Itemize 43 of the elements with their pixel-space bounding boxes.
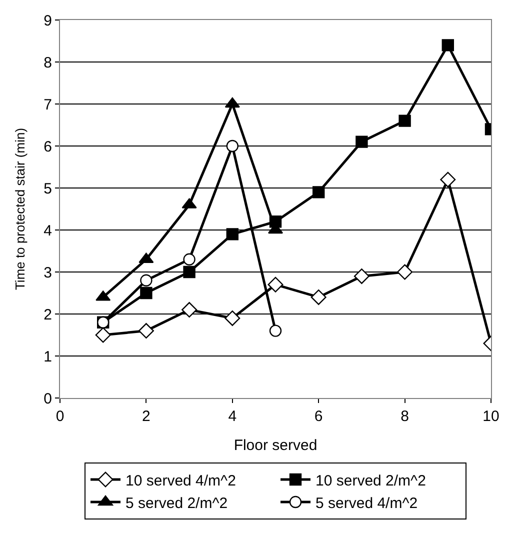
x-tick-label: 8 — [400, 408, 409, 425]
y-axis-title: Time to protected stair (min) — [12, 128, 28, 290]
x-tick-label: 0 — [56, 408, 64, 425]
y-tick-label: 1 — [44, 348, 52, 366]
y-tick-label: 2 — [44, 306, 52, 324]
point — [95, 327, 111, 343]
x-axis-title: Floor served — [234, 437, 318, 454]
point — [310, 289, 326, 305]
x-tick-label: 2 — [142, 408, 150, 425]
y-tick-label: 5 — [44, 180, 52, 198]
point — [183, 253, 196, 266]
y-tick-label: 6 — [44, 138, 52, 156]
x-tick-label: 4 — [228, 408, 237, 425]
y-tick-label: 7 — [44, 96, 52, 114]
point — [140, 286, 152, 300]
point — [397, 264, 413, 280]
x-tick-label: 6 — [314, 408, 323, 425]
point — [226, 228, 238, 240]
y-tick-label: 3 — [44, 264, 52, 282]
legend-label: 5 served 2/m^2 — [126, 494, 228, 512]
point — [183, 266, 196, 278]
point — [356, 136, 368, 148]
point — [268, 276, 284, 292]
legend-label: 10 served 4/m^2 — [126, 472, 236, 490]
point — [224, 310, 240, 326]
point — [182, 302, 198, 318]
point — [224, 97, 240, 108]
y-tick-label: 8 — [44, 54, 52, 72]
legend-label: 10 served 2/m^2 — [316, 472, 426, 490]
point — [440, 172, 456, 188]
y-tick-label: 4 — [44, 222, 52, 240]
point — [312, 186, 325, 198]
point — [442, 39, 454, 52]
y-tick-label: 9 — [44, 12, 52, 30]
point — [226, 140, 238, 152]
point — [269, 324, 282, 337]
y-tick-label: 0 — [44, 390, 52, 408]
x-tick-label: 10 — [482, 408, 500, 425]
point — [354, 268, 370, 284]
legend-label: 5 served 4/m^2 — [316, 494, 418, 512]
point — [398, 114, 411, 127]
point — [138, 323, 154, 339]
point — [140, 274, 152, 286]
